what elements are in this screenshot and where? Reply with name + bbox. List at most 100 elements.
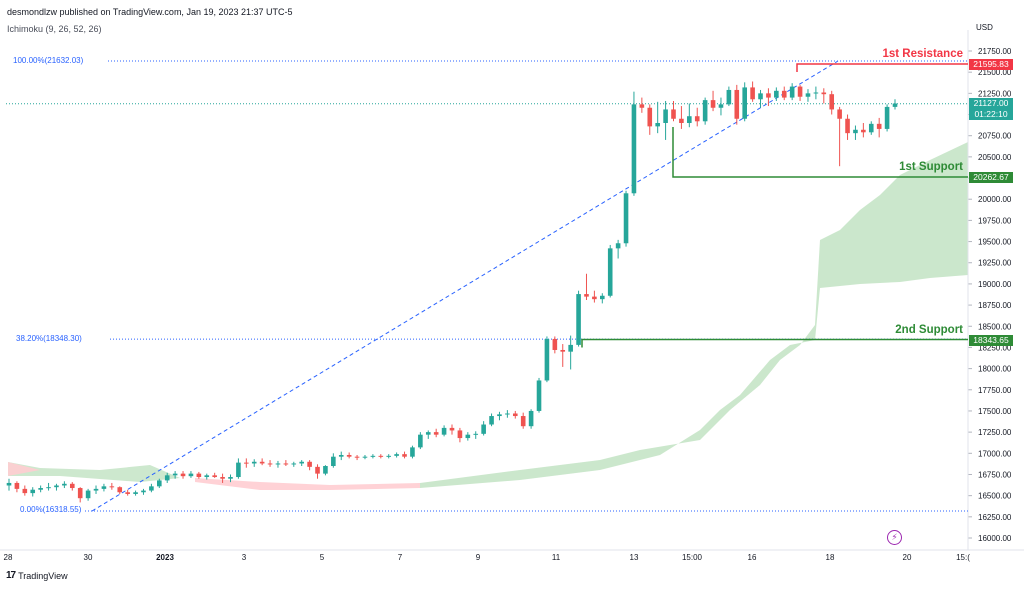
x-tick-label: 18 xyxy=(826,553,835,562)
current-price-tag: 21127.00 xyxy=(969,98,1013,109)
candle-body xyxy=(829,94,835,110)
candle-body xyxy=(141,490,146,493)
indicator-legend[interactable]: Ichimoku (9, 26, 52, 26) xyxy=(7,24,102,34)
tradingview-footer[interactable]: 17 TradingView xyxy=(6,570,68,581)
candle-body xyxy=(14,482,20,489)
candle-body xyxy=(93,488,99,491)
y-tick-label: 20500.00 xyxy=(978,153,1012,162)
fib-trend-line xyxy=(91,60,839,512)
candle-body xyxy=(702,100,708,122)
y-tick-label: 17500.00 xyxy=(978,407,1012,416)
candle-body xyxy=(402,454,407,457)
cloud-red-mid xyxy=(195,478,420,490)
candle-body xyxy=(109,486,115,488)
candle-body xyxy=(655,122,660,127)
y-tick-label: 19750.00 xyxy=(978,216,1012,225)
candle-body xyxy=(338,454,344,457)
candle-body xyxy=(386,455,392,457)
candle-body xyxy=(164,475,170,481)
candle-body xyxy=(639,104,645,108)
candle-body xyxy=(418,434,423,448)
candle-body xyxy=(54,485,59,488)
candle-body xyxy=(196,473,202,478)
candle-body xyxy=(172,473,178,476)
candle-body xyxy=(38,488,43,490)
x-tick-label: 28 xyxy=(4,553,13,562)
countdown-tag: 01:22:10 xyxy=(969,109,1013,120)
y-tick-label: 18000.00 xyxy=(978,365,1012,374)
y-tick-label: 16000.00 xyxy=(978,534,1012,543)
y-tick-label: 20750.00 xyxy=(978,132,1012,141)
candle-body xyxy=(101,486,107,489)
candle-body xyxy=(362,456,368,458)
candle-body xyxy=(291,463,297,465)
x-tick-label: 13 xyxy=(630,553,639,562)
candle-body xyxy=(560,349,566,352)
x-tick-label: 20 xyxy=(903,553,912,562)
candle-body xyxy=(868,123,874,133)
candle-body xyxy=(62,483,67,486)
y-tick-label: 19500.00 xyxy=(978,238,1012,247)
candle-body xyxy=(600,295,605,300)
candle-body xyxy=(750,87,755,100)
candle-body xyxy=(149,486,154,491)
y-tick-label: 20000.00 xyxy=(978,195,1012,204)
candle-body xyxy=(884,106,890,129)
candle-body xyxy=(520,416,526,427)
y-tick-label: 19250.00 xyxy=(978,259,1012,268)
lightning-icon[interactable]: ⚡ xyxy=(887,530,902,545)
candle-body xyxy=(77,488,83,499)
candle-body xyxy=(789,86,795,98)
candle-body xyxy=(679,118,684,123)
support2-price-tag: 18343.65 xyxy=(969,335,1013,346)
candle-body xyxy=(315,466,320,474)
candle-body xyxy=(331,456,336,467)
support2-label: 2nd Support xyxy=(895,324,963,336)
candle-body xyxy=(892,103,898,107)
y-tick-label: 17750.00 xyxy=(978,386,1012,395)
candle-body xyxy=(299,461,304,464)
y-tick-label: 21500.00 xyxy=(978,68,1012,77)
resistance-price-tag: 21595.83 xyxy=(969,59,1013,70)
candle-body xyxy=(774,90,779,98)
candle-body xyxy=(687,116,692,123)
candle-body xyxy=(30,489,36,494)
x-tick-label: 2023 xyxy=(156,553,174,562)
candle-body xyxy=(283,463,289,465)
candle-body xyxy=(797,86,803,97)
candle-body xyxy=(623,193,629,244)
candle-body xyxy=(576,294,581,345)
x-tick-label: 15:( xyxy=(956,553,970,562)
candle-body xyxy=(710,100,716,108)
candle-body xyxy=(671,109,676,119)
support2-line xyxy=(581,338,968,348)
tv-logo-icon: 17 xyxy=(6,570,16,581)
candle-body xyxy=(781,90,787,98)
candle-body xyxy=(425,432,431,435)
x-tick-label: 11 xyxy=(552,553,561,562)
support1-line xyxy=(672,126,968,178)
candle-body xyxy=(805,93,811,97)
candle-body xyxy=(441,427,447,435)
resistance-label: 1st Resistance xyxy=(882,48,963,60)
y-tick-label: 17250.00 xyxy=(978,428,1012,437)
y-tick-label: 16250.00 xyxy=(978,513,1012,522)
candle-body xyxy=(125,492,130,494)
candle-body xyxy=(133,492,138,494)
candle-body xyxy=(346,454,352,457)
candle-body xyxy=(552,338,558,350)
candle-body xyxy=(212,475,217,478)
y-tick-label: 16750.00 xyxy=(978,470,1012,479)
candle-body xyxy=(180,473,186,477)
candle-body xyxy=(845,118,850,134)
fib-top-label: 100.00%(21632.03) xyxy=(13,56,84,65)
candle-body xyxy=(766,93,771,98)
candle-body xyxy=(853,129,858,134)
x-tick-label: 3 xyxy=(242,553,247,562)
candle-body xyxy=(378,455,384,457)
candle-body xyxy=(307,461,312,467)
candle-body xyxy=(607,248,613,296)
candle-body xyxy=(85,490,91,499)
candle-body xyxy=(410,447,415,457)
